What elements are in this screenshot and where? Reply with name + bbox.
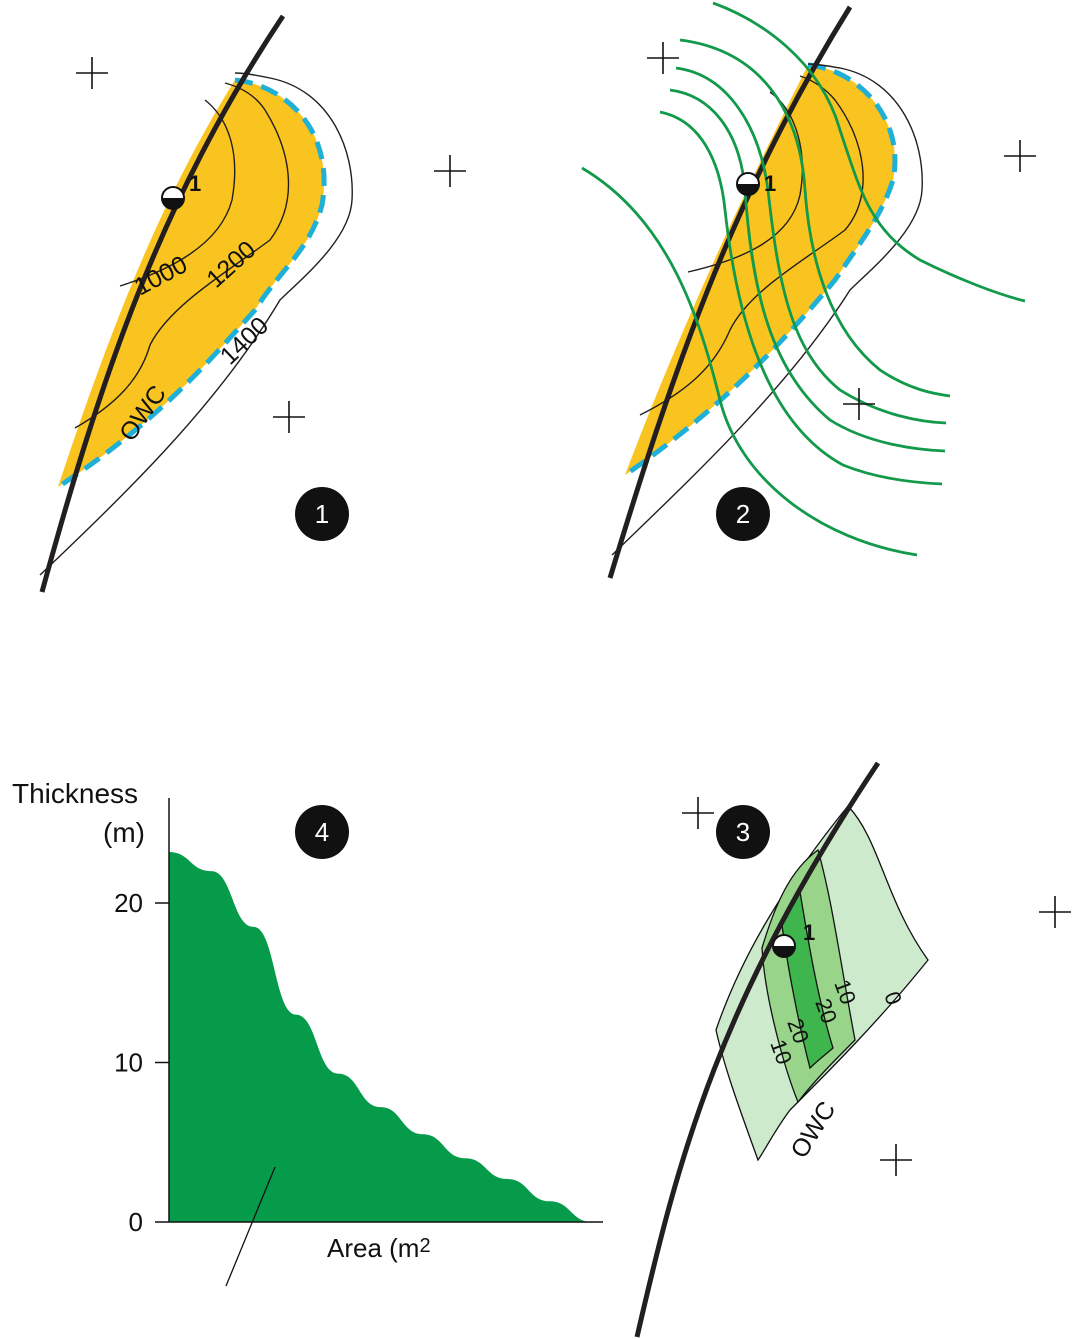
chart-y-tick-label: 10 (114, 1048, 143, 1078)
panel-2-contour-c (611, 63, 923, 556)
panel-1-contour-1000 (119, 99, 236, 287)
panel-2-badge (716, 487, 770, 541)
chart-pointer-line (225, 1166, 276, 1287)
chart-y-axis-title-line-2: (m) (103, 817, 145, 848)
panel-3-badge (716, 805, 770, 859)
panel-4-badge (295, 805, 349, 859)
panel-3-badge-number: 3 (736, 817, 750, 847)
panel-1-badge (295, 487, 349, 541)
panel-1-badge-number: 1 (315, 499, 329, 529)
panel-1-owc-dashed-line (56, 77, 327, 490)
chart-area-series (169, 851, 592, 1222)
panel-1-cross-marks (76, 57, 466, 433)
panel-1-structure-map: 1 1000 1200 1400 OWC 1 (39, 14, 466, 593)
panel-1-contour-1200 (74, 82, 290, 429)
panel-4-thickness-area-chart: 0 10 20 Thickness (m) Area (m2 4 (12, 778, 603, 1287)
panel-2-well-fill (737, 184, 759, 195)
panel-1-oil-zone (58, 80, 325, 487)
panel-4-badge-number: 4 (315, 817, 329, 847)
panel-2-well-label: 1 (764, 171, 776, 196)
panel-1-fault (39, 14, 286, 593)
chart-y-tick-label: 20 (114, 888, 143, 918)
panel-3-isopach-map: 1 0 10 20 20 10 OWC 3 (634, 761, 1071, 1338)
chart-x-axis-title: Area (m2 (327, 1233, 431, 1263)
chart-x-axis-title-text: Area (m (327, 1233, 419, 1263)
chart-y-tick-label: 0 (129, 1207, 143, 1237)
panel-2-cross-marks (647, 42, 1036, 420)
panel-3-well-fill (773, 946, 795, 957)
panel-1-well-fill (162, 198, 184, 209)
chart-y-ticks: 0 10 20 (114, 888, 169, 1237)
chart-x-axis-title-superscript: 2 (419, 1235, 430, 1257)
panel-2-fault (607, 5, 853, 579)
chart-y-axis-title-line-1: Thickness (12, 778, 138, 809)
panel-3-fault (634, 761, 881, 1338)
panel-2-owc-dashed-line (623, 62, 898, 478)
panel-3-cross-marks (682, 797, 1071, 1176)
panel-1-contour-1400 (39, 72, 353, 576)
panel-3-well-label: 1 (803, 920, 815, 945)
panel-2-seismic-lines (581, 1, 1026, 557)
panel-2-oil-zone (625, 65, 895, 475)
panel-2-badge-number: 2 (736, 499, 750, 529)
panel-1-well-label: 1 (189, 171, 201, 196)
panel-2-seismic-overlay: 1 2 (581, 1, 1036, 579)
